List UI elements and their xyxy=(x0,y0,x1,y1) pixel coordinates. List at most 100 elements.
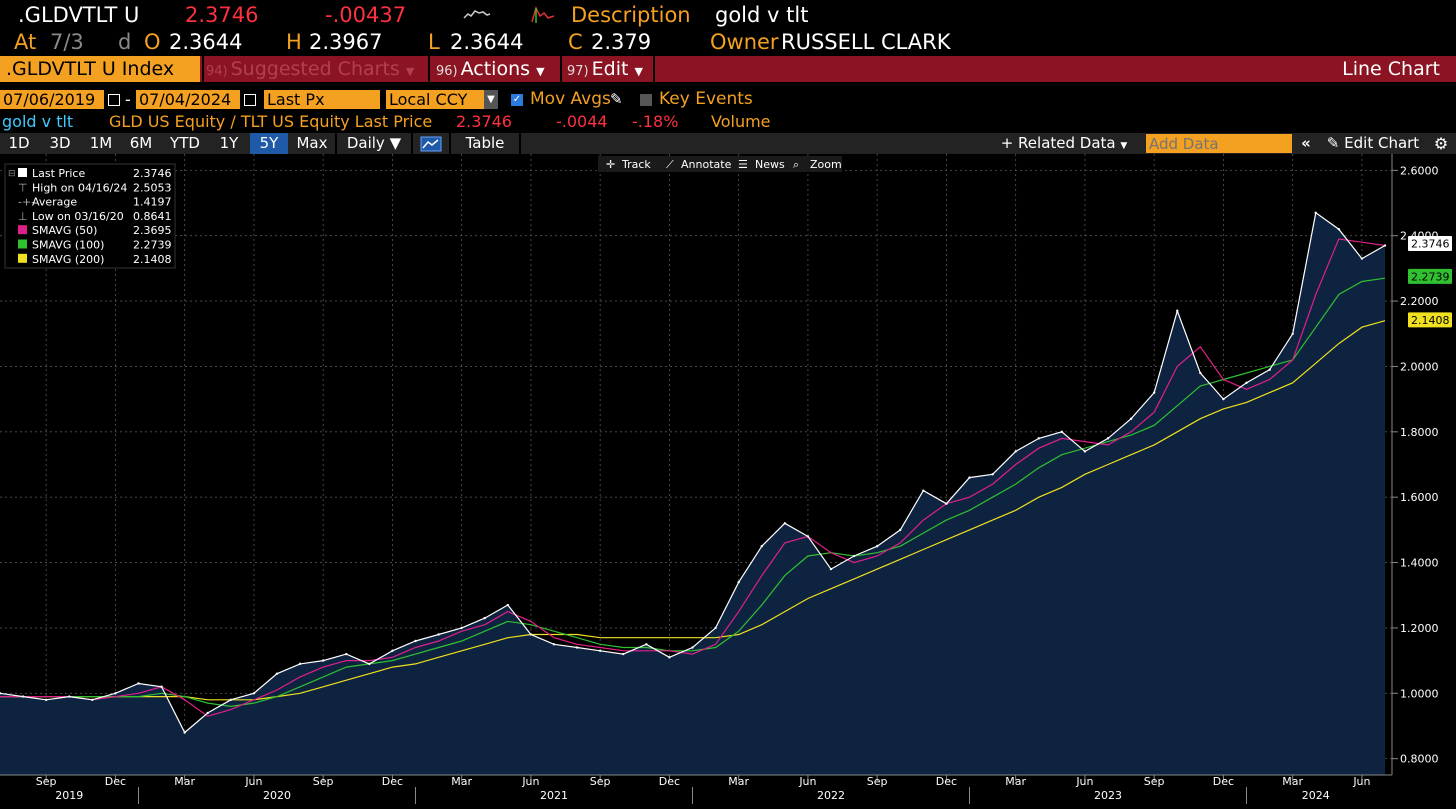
track-tool[interactable]: ✛ Track xyxy=(606,158,651,171)
checkbox-checked-icon[interactable]: ✓ xyxy=(511,94,523,106)
series-name: gold v tlt xyxy=(2,112,74,131)
index-tab[interactable]: .GLDVTLT U Index xyxy=(0,56,200,82)
price-point xyxy=(645,643,648,646)
start-date-field[interactable]: 07/06/2019 xyxy=(0,90,104,109)
legend-value: 2.5053 xyxy=(133,181,172,194)
period-ytd[interactable]: YTD xyxy=(170,134,200,152)
news-tool[interactable]: ☰ News xyxy=(738,158,785,171)
collapse-chevron-icon[interactable]: « xyxy=(1301,134,1311,152)
checkbox-unchecked-icon[interactable] xyxy=(640,94,652,106)
dropdown-arrow-icon: ▼ xyxy=(405,65,415,78)
calendar-icon[interactable] xyxy=(108,94,120,106)
x-axis: Sep Dec Mar Jun Sep Dec Mar Jun Sep Dec Mar Jun Sep D… xyxy=(36,775,1371,804)
price-point xyxy=(414,639,417,643)
period-5y[interactable]: 5Y xyxy=(250,133,288,154)
x-tick-label: Mar xyxy=(1282,775,1303,788)
price-point xyxy=(760,545,763,548)
currency-select[interactable]: Local CCY xyxy=(386,90,484,109)
price-point xyxy=(368,662,371,666)
mov-avgs-label[interactable]: Mov Avgs xyxy=(530,89,611,109)
price-point xyxy=(806,535,810,538)
edit-menu[interactable]: 97) Edit ▼ xyxy=(567,56,643,82)
y-axis: 0.8000 1.0000 1.2000 1.4000 1.6000 1.8000 2.00… xyxy=(1392,164,1439,766)
x-tick-label: Mar xyxy=(728,775,749,788)
crosshair-icon: ✛ xyxy=(606,158,615,171)
y-tick-label: 1.2000 xyxy=(1400,622,1439,635)
actions-menu[interactable]: 96) Actions ▼ xyxy=(436,56,545,82)
edit-chart-button[interactable]: ✎ Edit Chart xyxy=(1322,133,1424,154)
last-value-tag-label: 2.1408 xyxy=(1411,314,1450,327)
price-point xyxy=(252,692,256,695)
field-select[interactable]: Last Px xyxy=(264,90,380,109)
price-point xyxy=(1106,437,1110,440)
price-point xyxy=(968,476,971,479)
zoom-icon: ⌕ xyxy=(793,158,799,171)
x-year-label: 2024 xyxy=(1302,789,1330,802)
legend-label: Last Price xyxy=(32,167,85,180)
price-point xyxy=(1152,391,1156,394)
legend-box xyxy=(4,163,176,269)
legend-label: High on 04/16/24 xyxy=(32,181,127,194)
line-chart[interactable]: 0.8000 1.0000 1.2000 1.4000 1.6000 1.8000 2.00… xyxy=(0,154,1456,809)
last-value-tag xyxy=(1408,312,1452,328)
period-1d[interactable]: 1D xyxy=(8,134,30,152)
price-point xyxy=(899,528,902,532)
end-date-field[interactable]: 07/04/2024 xyxy=(136,90,240,109)
period-1y[interactable]: 1Y xyxy=(219,134,239,152)
sparkline-icon xyxy=(463,10,491,19)
description-value: gold v tlt xyxy=(715,3,809,27)
period-max[interactable]: Max xyxy=(296,134,328,152)
legend-value: 2.3746 xyxy=(133,167,172,180)
price-point xyxy=(622,652,625,656)
line-chart-icon[interactable] xyxy=(414,133,448,154)
y-tick-label: 1.4000 xyxy=(1400,557,1439,570)
price-point xyxy=(44,698,48,702)
actions-number: 96) xyxy=(436,64,458,79)
key-events-label[interactable]: Key Events xyxy=(659,89,753,109)
table-button[interactable]: Table xyxy=(465,134,505,152)
frequency-select[interactable]: Daily ▼ xyxy=(338,133,410,154)
period-1m[interactable]: 1M xyxy=(89,134,113,152)
high-marker-icon: ⊤ xyxy=(18,181,28,194)
legend-value: 2.1408 xyxy=(133,253,172,266)
legend-label: Average xyxy=(32,196,77,209)
collapse-icon[interactable]: ⊟ xyxy=(8,169,16,179)
legend-label: SMAVG (50) xyxy=(32,224,97,237)
legend-value: 2.3695 xyxy=(133,224,172,237)
period-3d[interactable]: 3D xyxy=(49,134,71,152)
price-point xyxy=(1176,309,1179,313)
volume-label[interactable]: Volume xyxy=(711,112,771,131)
last-value-tag-label: 2.3746 xyxy=(1411,238,1450,251)
zoom-tool[interactable]: ⌕ Zoom xyxy=(793,158,842,171)
suggested-charts-menu[interactable]: 94) Suggested Charts ▼ xyxy=(206,56,414,82)
x-tick-label: Dec xyxy=(936,775,957,788)
series-pct-change: -.18% xyxy=(632,112,679,131)
calendar-icon[interactable] xyxy=(244,94,256,106)
news-icon: ☰ xyxy=(738,158,748,171)
sma50-line xyxy=(0,238,1386,717)
pencil-icon[interactable]: ✎ xyxy=(610,90,623,108)
dropdown-arrow-icon[interactable]: ▼ xyxy=(484,90,498,109)
price-point xyxy=(1222,397,1225,401)
at-label: At xyxy=(14,30,37,54)
price-point xyxy=(1060,430,1064,434)
gear-icon[interactable]: ⚙ xyxy=(1433,134,1449,153)
related-data-menu[interactable]: + Related Data ▼ xyxy=(996,133,1132,154)
owner-label: Owner xyxy=(710,30,779,54)
legend-label: SMAVG (200) xyxy=(32,253,104,266)
x-tick-label: Sep xyxy=(1144,775,1165,788)
price-chart-icon[interactable] xyxy=(530,4,556,24)
legend-label: Low on 03/16/20 xyxy=(32,210,124,223)
x-tick-label: Jun xyxy=(798,775,816,788)
zoom-label: Zoom xyxy=(810,158,842,171)
low-marker-icon: ⊥ xyxy=(18,210,28,223)
annotate-tool[interactable]: ⟋ Annotate xyxy=(666,158,732,171)
add-data-input[interactable] xyxy=(1146,134,1292,153)
last-value-tag xyxy=(1408,236,1452,252)
avg-marker-icon: -+- xyxy=(18,196,35,209)
last-value-tags: 2.3746 2.2739 2.1408 xyxy=(1408,236,1452,328)
dropdown-arrow-icon: ▼ xyxy=(1120,141,1128,151)
legend: Last Price 2.3746 ⊤ High on 04/16/24 2.5053 -… xyxy=(8,167,172,266)
y-tick-label: 2.6000 xyxy=(1400,164,1439,177)
period-6m[interactable]: 6M xyxy=(129,134,153,152)
